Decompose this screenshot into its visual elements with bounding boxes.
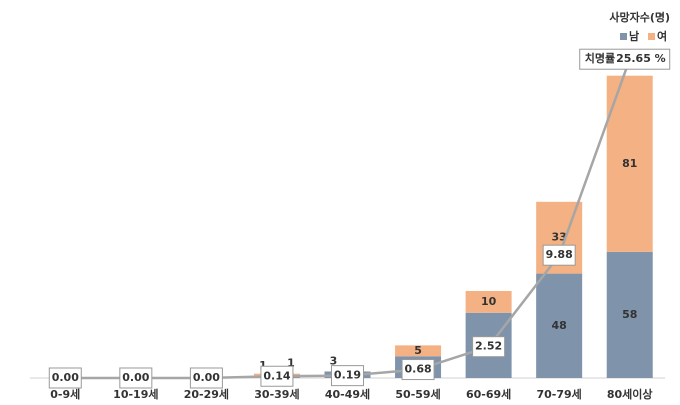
label-box [260, 365, 294, 387]
legend-label: 남 [629, 30, 639, 43]
line-label: 0.00 [189, 367, 223, 389]
line-value-label: 0.19 [334, 369, 361, 382]
line-label: 9.88 [542, 244, 576, 266]
label-box [579, 48, 671, 70]
line-value-label: 0.68 [404, 363, 431, 376]
x-tick-label: 0-9세 [50, 387, 80, 401]
line-value-label: 0.14 [263, 369, 290, 382]
label-box [48, 367, 82, 389]
bar-segment [395, 345, 442, 357]
x-tick-label: 10-19세 [113, 387, 158, 401]
series-name: 치명률 [585, 51, 615, 65]
line-value-label: 0.00 [122, 371, 149, 384]
label-box [542, 244, 576, 266]
bar-segment [536, 273, 583, 378]
legend-title: 사망자수(명) [609, 10, 670, 24]
bar-value-label: 1 [259, 359, 267, 372]
legend-label: 여 [657, 29, 667, 43]
line-value-label: 0.00 [52, 371, 79, 384]
label-box [401, 359, 435, 381]
line-label: 0.14 [260, 365, 294, 387]
bar-value-label: 3 [330, 354, 338, 367]
legend-swatch [620, 33, 627, 40]
label-box [331, 365, 364, 387]
line-value-label: 2.52 [475, 340, 502, 353]
line-value-label: 25.65 % [616, 52, 666, 65]
bar-segment [465, 291, 512, 313]
bar-segment [606, 251, 653, 378]
label-box [472, 336, 506, 358]
bar-value-label: 33 [552, 231, 567, 244]
x-tick-label: 70-79세 [537, 387, 582, 401]
line-value-label: 9.88 [546, 248, 573, 261]
bar-value-label: 81 [622, 157, 637, 170]
line-label: 0.00 [48, 367, 82, 389]
x-tick-label: 20-29세 [184, 387, 229, 401]
bar-value-label: 48 [552, 319, 567, 332]
label-box [189, 367, 223, 389]
bar-value-label: 58 [622, 308, 637, 321]
x-tick-label: 40-49세 [325, 387, 370, 401]
line-label: 0.68 [401, 359, 435, 381]
x-tick-label: 80세이상 [607, 387, 653, 401]
line-value-label: 0.00 [193, 371, 220, 384]
bar-value-label: 1 [287, 357, 295, 370]
line-label: 0.00 [119, 367, 153, 389]
x-tick-label: 60-69세 [466, 387, 511, 401]
line-label: 2.52 [472, 336, 506, 358]
x-tick-label: 50-59세 [395, 387, 440, 401]
line-label: 치명률 25.65 % [579, 48, 671, 70]
line-label: 0.19 [331, 365, 364, 387]
legend-swatch [648, 33, 655, 40]
bar-value-label: 5 [414, 344, 422, 357]
bar-value-label: 10 [481, 295, 497, 308]
label-box [119, 367, 153, 389]
x-tick-label: 30-39세 [254, 387, 299, 401]
